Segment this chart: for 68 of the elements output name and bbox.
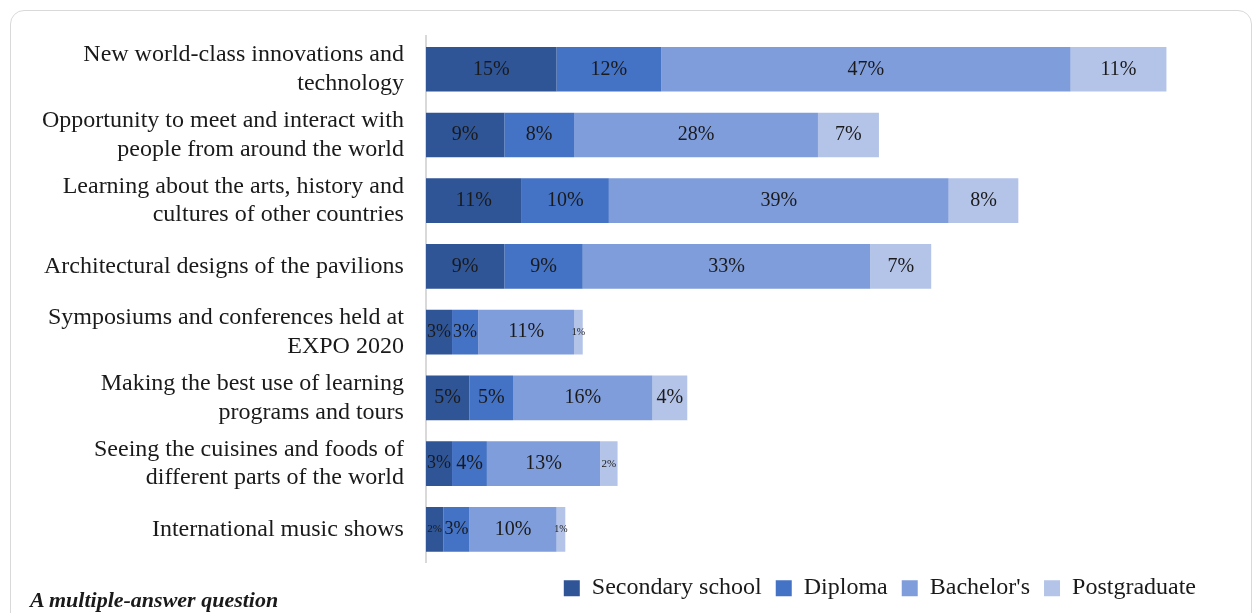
data-label: 11% <box>508 319 545 342</box>
data-label: 13% <box>525 450 562 473</box>
data-label: 1% <box>571 325 586 337</box>
text: A multiple-answer question <box>30 587 279 613</box>
bar <box>469 375 514 421</box>
y-tick-label: Symposiums and conferences held at EXPO 2020 <box>47 303 405 358</box>
bar <box>661 46 1071 92</box>
data-label: 9% <box>451 253 479 276</box>
data-label: 28% <box>677 122 715 145</box>
bar <box>600 441 618 486</box>
bar <box>478 309 575 355</box>
data-label: 3% <box>444 518 469 539</box>
data-label: 10% <box>546 187 584 210</box>
data-label: 16% <box>564 385 602 408</box>
bar <box>948 178 1019 224</box>
legend-label: Secondary school <box>591 573 763 600</box>
data-label: 8% <box>525 122 553 145</box>
y-tick-label: Opportunity to meet and interact with people from around the world <box>41 105 404 161</box>
data-label: 3% <box>426 452 451 473</box>
data-label: 4% <box>456 450 483 473</box>
bar <box>469 506 557 552</box>
y-tick-label: New world-class innovations and technology <box>83 40 404 95</box>
legend-label: Diploma <box>803 573 889 600</box>
data-label: 39% <box>760 187 798 210</box>
bar <box>521 178 609 224</box>
data-label: 5% <box>434 385 462 408</box>
data-label: 33% <box>708 253 745 276</box>
data-label: 4% <box>656 385 684 408</box>
bar <box>817 112 879 158</box>
bar <box>425 112 505 158</box>
bar <box>608 178 949 224</box>
data-label: 7% <box>835 122 862 145</box>
data-label: 5% <box>477 385 505 408</box>
y-tick-label: Architectural designs of the pavilions <box>44 251 404 278</box>
data-label: 9% <box>530 253 557 276</box>
bar <box>425 244 505 289</box>
bar <box>574 112 818 158</box>
bar <box>582 244 871 289</box>
y-tick-label: Learning about the arts, history and cultures of other countries <box>62 171 404 227</box>
data-label: 2% <box>601 456 617 469</box>
bar <box>1070 46 1167 92</box>
data-label: 15% <box>472 56 510 79</box>
data-label: 9% <box>451 122 479 145</box>
bar <box>574 309 583 355</box>
data-label: 11% <box>455 187 492 210</box>
legend-label: Bachelor's <box>929 573 1031 600</box>
data-label: 8% <box>970 187 997 210</box>
data-label: 3% <box>453 320 478 341</box>
y-tick-label: Making the best use of learning programs and tours <box>100 368 404 424</box>
bar <box>425 178 522 224</box>
bar <box>504 244 583 289</box>
y-tick-label: Seeing the cuisines and foods of different parts of the world <box>93 434 404 490</box>
data-label: 3% <box>426 320 451 341</box>
data-label: 7% <box>887 253 915 276</box>
data-label: 12% <box>590 56 628 79</box>
data-label: 11% <box>1100 56 1137 79</box>
bar <box>425 46 557 92</box>
bar <box>513 375 653 421</box>
data-label: 10% <box>494 516 532 539</box>
legend-label: Postgraduate <box>1072 573 1197 600</box>
bar <box>486 441 601 486</box>
bar <box>504 112 575 158</box>
data-label: 47% <box>847 56 885 79</box>
data-label: 2% <box>427 522 442 535</box>
bar <box>870 244 932 289</box>
y-tick-label: International music shows <box>151 514 404 541</box>
data-label: 1% <box>554 522 568 534</box>
bar <box>556 46 662 92</box>
